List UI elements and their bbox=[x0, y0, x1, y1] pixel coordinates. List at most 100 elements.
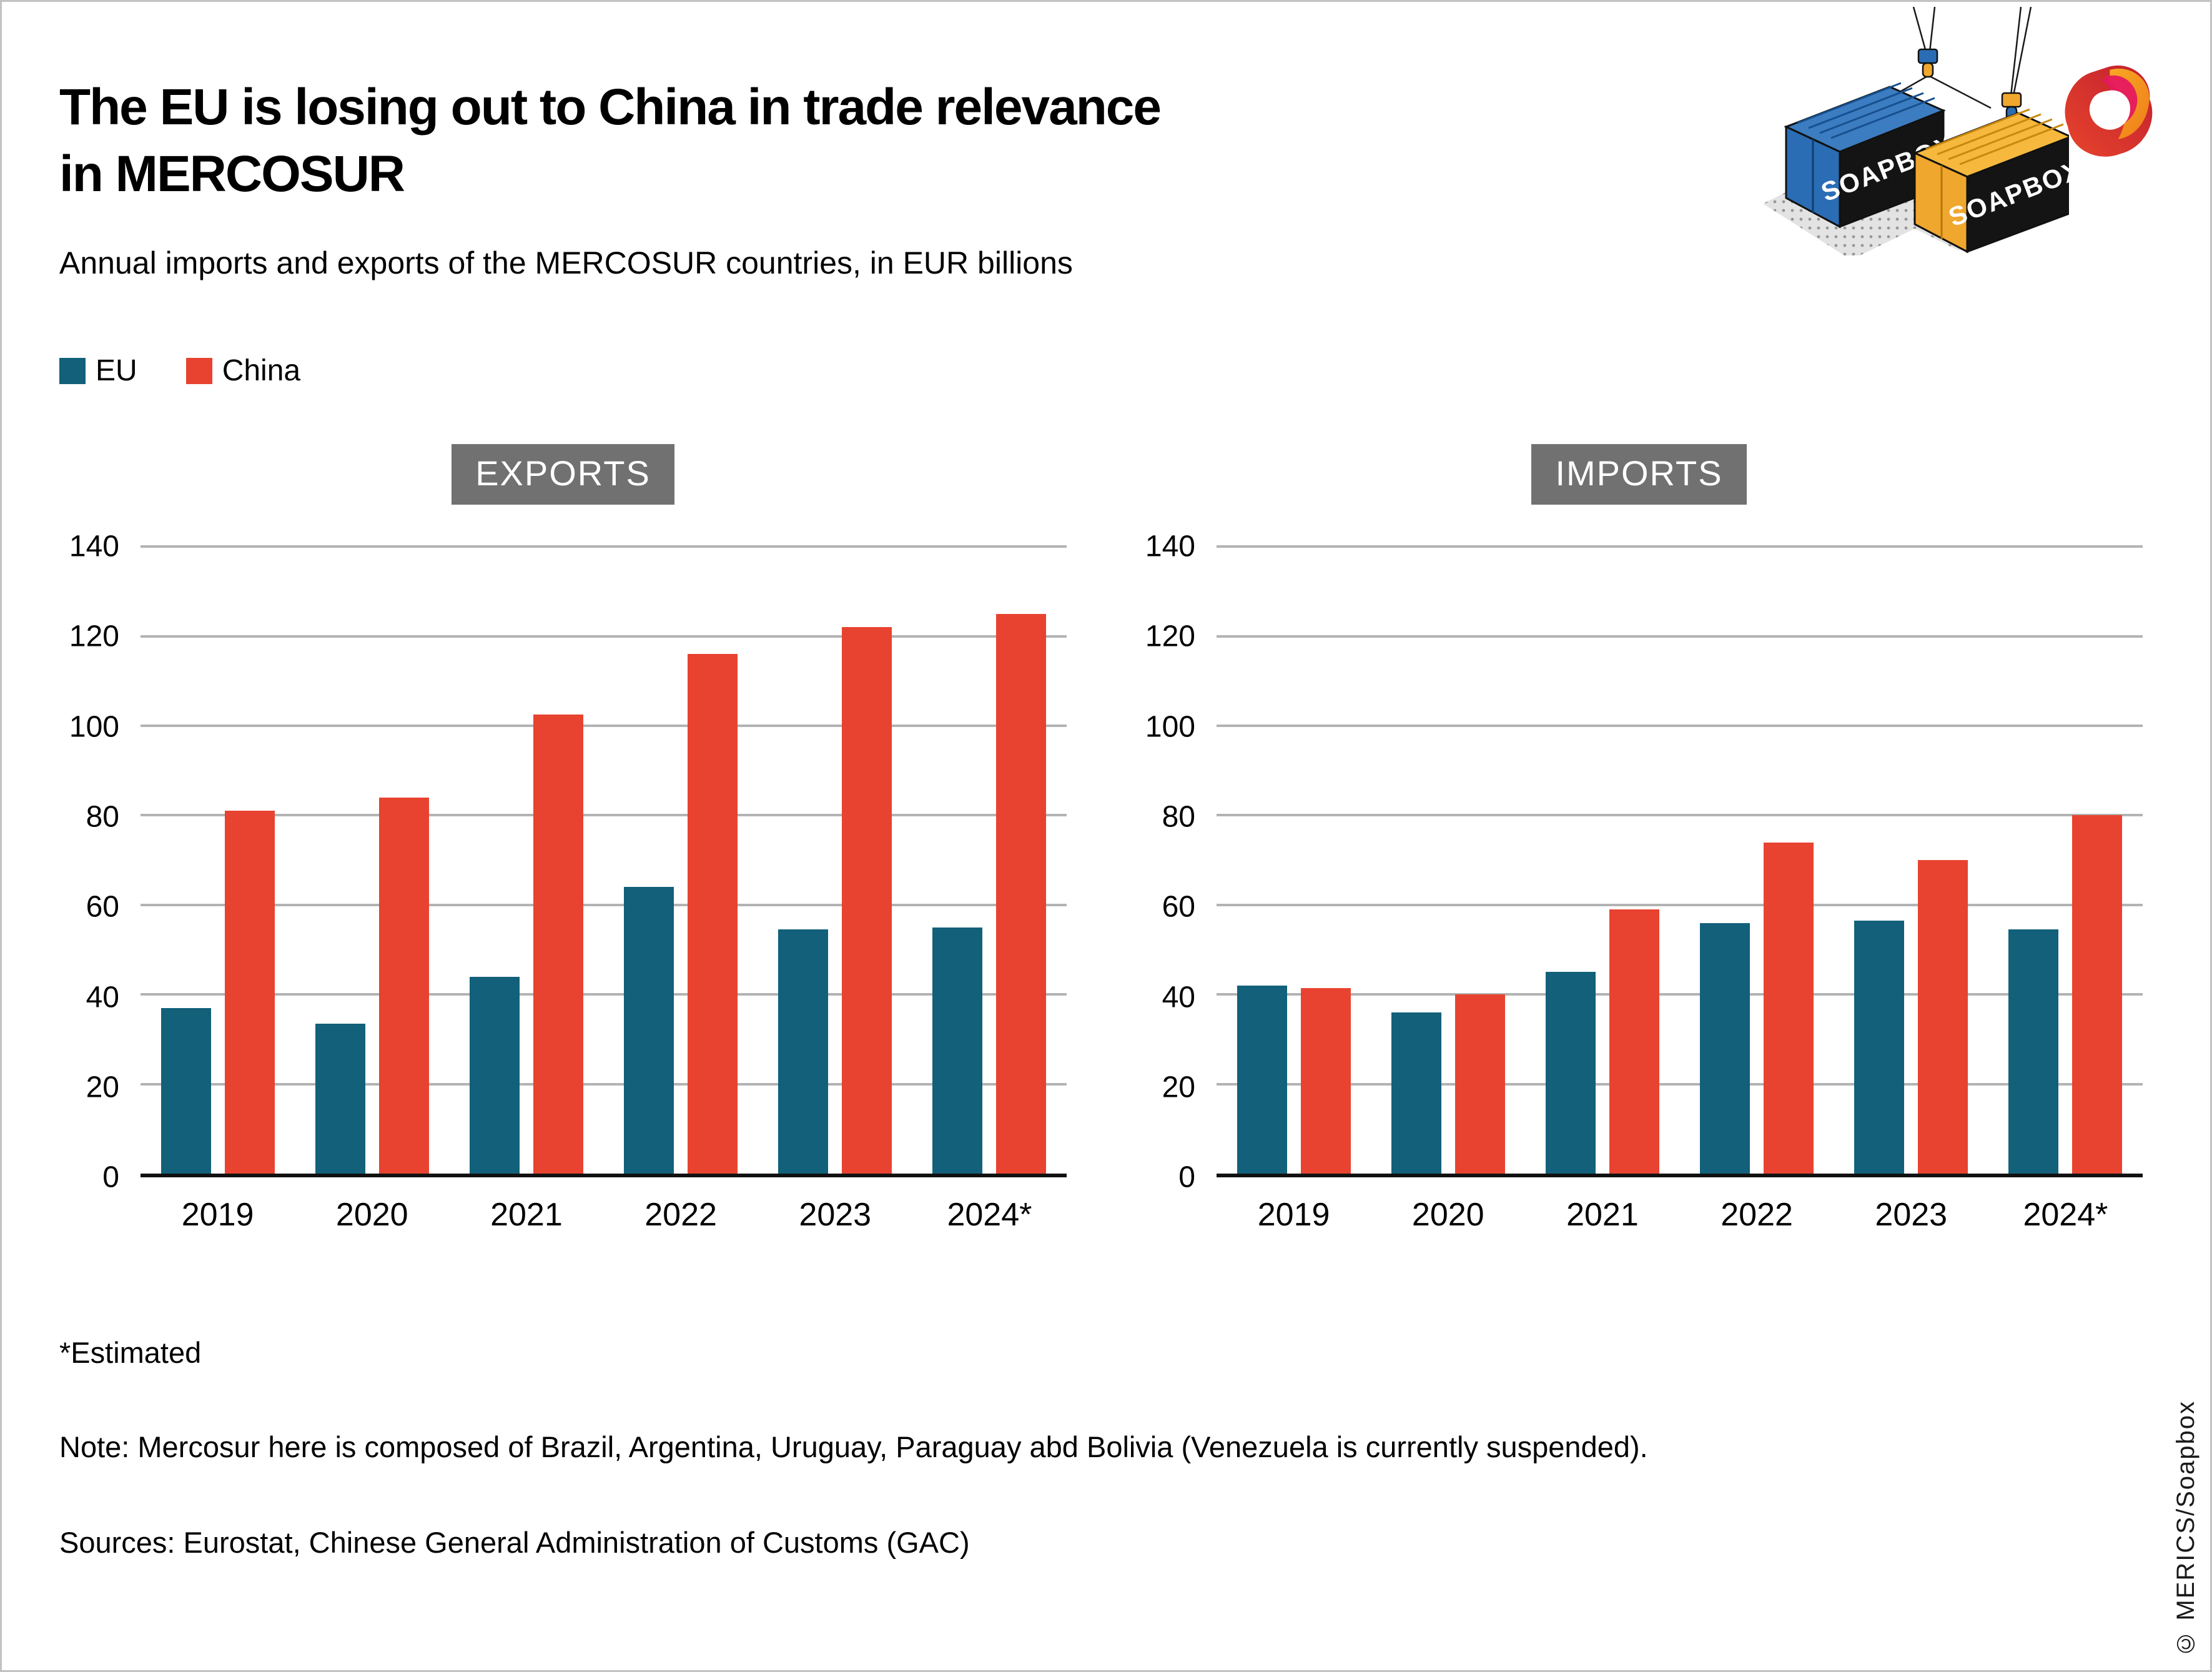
x-tick-label-2022: 2022 bbox=[1721, 1197, 1793, 1234]
crane-hook-blue-icon bbox=[1917, 48, 1938, 78]
bar-group-2023 bbox=[778, 547, 892, 1174]
gridline-40 bbox=[141, 993, 1067, 996]
x-tick-label-2023: 2023 bbox=[799, 1197, 872, 1234]
y-tick-label-120: 120 bbox=[1145, 620, 1195, 653]
imports-chart-title: IMPORTS bbox=[1531, 444, 1747, 505]
china-swatch-icon bbox=[185, 357, 212, 384]
bar-group-2020 bbox=[315, 547, 429, 1174]
bar-eu-2020 bbox=[1391, 1012, 1441, 1174]
exports-y-axis: 0 20 40 60 80 100 120 140 bbox=[59, 530, 141, 1194]
legend-label-eu: EU bbox=[96, 354, 137, 388]
exports-chart-title: EXPORTS bbox=[452, 444, 674, 505]
note-text: Note: Mercosur here is composed of Brazi… bbox=[59, 1430, 1648, 1464]
x-tick-label-2022: 2022 bbox=[644, 1197, 717, 1234]
container-blue-roof-ribs bbox=[1797, 82, 1935, 139]
legend-item-china: China bbox=[185, 354, 300, 388]
bar-china-2024 bbox=[2072, 815, 2123, 1174]
bar-eu-2019 bbox=[1237, 986, 1287, 1174]
y-tick-label-40: 40 bbox=[86, 981, 119, 1014]
bar-group-2022 bbox=[1700, 547, 1814, 1174]
gridline-80 bbox=[1217, 814, 2143, 817]
bar-china-2020 bbox=[1454, 994, 1505, 1174]
imports-chart-body: 0 20 40 60 80 100 120 140 bbox=[1135, 530, 2143, 1194]
imports-badge-row: IMPORTS bbox=[1135, 444, 2143, 514]
bar-eu-2024 bbox=[932, 927, 983, 1174]
gridline-20 bbox=[141, 1082, 1067, 1086]
gridline-120 bbox=[141, 635, 1067, 638]
bar-eu-2023 bbox=[778, 929, 829, 1174]
bar-china-2023 bbox=[1918, 860, 1968, 1174]
bar-eu-2021 bbox=[1545, 972, 1596, 1174]
y-tick-label-120: 120 bbox=[69, 620, 119, 653]
gridline-60 bbox=[1217, 903, 2143, 906]
y-tick-label-140: 140 bbox=[1145, 530, 1195, 563]
bar-group-2024 bbox=[2008, 547, 2123, 1174]
gridline-140 bbox=[1217, 545, 2143, 548]
gridline-40 bbox=[1217, 993, 2143, 996]
legend: EU China bbox=[59, 354, 2153, 388]
y-tick-label-0: 0 bbox=[1178, 1160, 1195, 1194]
exports-badge-row: EXPORTS bbox=[59, 444, 1067, 514]
x-tick-label-2020: 2020 bbox=[335, 1197, 408, 1234]
container-yellow: SOAPBOX bbox=[1912, 108, 2069, 254]
merics-logo bbox=[2065, 65, 2153, 157]
sources-text: Sources: Eurostat, Chinese General Admin… bbox=[59, 1526, 970, 1560]
soapbox-containers-illustration: SOAPBOX SOAPBOX bbox=[1763, 7, 2069, 255]
x-tick-label-2024: 2024* bbox=[947, 1197, 1032, 1234]
bar-china-2019 bbox=[224, 811, 275, 1174]
bar-group-2019 bbox=[1237, 547, 1351, 1174]
bar-china-2023 bbox=[842, 627, 892, 1174]
bar-group-2022 bbox=[624, 547, 738, 1174]
gridline-120 bbox=[1217, 635, 2143, 638]
bar-china-2024 bbox=[996, 613, 1047, 1174]
imports-x-axis: 2019 2020 2021 2022 2023 2024* bbox=[1217, 1177, 2143, 1243]
imports-chart: IMPORTS 0 20 40 60 80 100 120 140 2019 2020 2021 2… bbox=[1135, 444, 2143, 1243]
x-tick-label-2024: 2024* bbox=[2023, 1197, 2108, 1234]
bar-eu-2023 bbox=[1854, 921, 1905, 1174]
y-tick-label-100: 100 bbox=[1145, 710, 1195, 744]
bar-china-2021 bbox=[1609, 909, 1659, 1174]
y-tick-label-0: 0 bbox=[102, 1160, 119, 1194]
page-subtitle: Annual imports and exports of the MERCOS… bbox=[59, 245, 1073, 281]
bar-china-2019 bbox=[1300, 987, 1351, 1174]
bar-group-2021 bbox=[1545, 547, 1659, 1174]
bar-eu-2021 bbox=[469, 976, 520, 1174]
charts-row: EXPORTS 0 20 40 60 80 100 120 140 2019 2020 2021 2… bbox=[59, 444, 2143, 1243]
bar-eu-2024 bbox=[2008, 929, 2059, 1174]
y-tick-label-100: 100 bbox=[69, 710, 119, 744]
imports-plot-area bbox=[1217, 545, 2143, 1178]
x-tick-label-2020: 2020 bbox=[1411, 1197, 1484, 1234]
gridline-100 bbox=[1217, 725, 2143, 728]
bar-china-2022 bbox=[688, 654, 738, 1174]
gridline-20 bbox=[1217, 1082, 2143, 1086]
bar-group-2023 bbox=[1854, 547, 1968, 1174]
bar-eu-2022 bbox=[624, 887, 674, 1174]
gridline-80 bbox=[141, 814, 1067, 817]
bar-group-2021 bbox=[469, 547, 583, 1174]
page-title-line1: The EU is losing out to China in trade r… bbox=[59, 79, 1162, 136]
exports-plot-area bbox=[141, 545, 1067, 1178]
estimated-footnote: *Estimated bbox=[59, 1336, 202, 1370]
page-title-line2: in MERCOSUR bbox=[59, 145, 405, 202]
bar-china-2022 bbox=[1764, 842, 1814, 1174]
eu-swatch-icon bbox=[59, 357, 86, 384]
x-tick-label-2019: 2019 bbox=[181, 1197, 254, 1234]
x-tick-label-2021: 2021 bbox=[490, 1197, 563, 1234]
copyright-text: © MERICS/Soapbox bbox=[2172, 1400, 2200, 1658]
bar-eu-2019 bbox=[160, 1007, 211, 1174]
y-tick-label-140: 140 bbox=[69, 530, 119, 563]
y-tick-label-40: 40 bbox=[1162, 981, 1195, 1014]
bar-group-2020 bbox=[1391, 547, 1505, 1174]
y-tick-label-60: 60 bbox=[1162, 890, 1195, 924]
gridline-140 bbox=[141, 545, 1067, 548]
imports-y-axis: 0 20 40 60 80 100 120 140 bbox=[1135, 530, 1217, 1194]
gridline-100 bbox=[141, 725, 1067, 728]
x-tick-label-2023: 2023 bbox=[1875, 1197, 1948, 1234]
y-tick-label-20: 20 bbox=[1162, 1071, 1195, 1104]
x-tick-label-2021: 2021 bbox=[1566, 1197, 1639, 1234]
exports-chart: EXPORTS 0 20 40 60 80 100 120 140 2019 2020 2021 2… bbox=[59, 444, 1067, 1243]
y-tick-label-80: 80 bbox=[1162, 800, 1195, 834]
container-yellow-roof-ribs bbox=[1925, 108, 2064, 166]
bar-china-2020 bbox=[378, 797, 429, 1174]
